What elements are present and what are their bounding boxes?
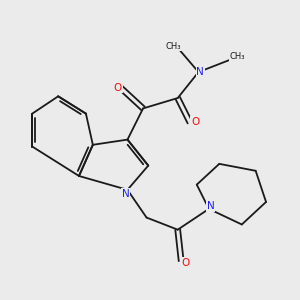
Text: CH₃: CH₃ — [230, 52, 245, 61]
Text: O: O — [181, 258, 190, 268]
Text: O: O — [114, 82, 122, 93]
Text: O: O — [191, 117, 199, 127]
Text: CH₃: CH₃ — [166, 42, 181, 51]
Text: N: N — [122, 189, 130, 199]
Text: N: N — [196, 67, 204, 77]
Text: N: N — [207, 201, 214, 211]
